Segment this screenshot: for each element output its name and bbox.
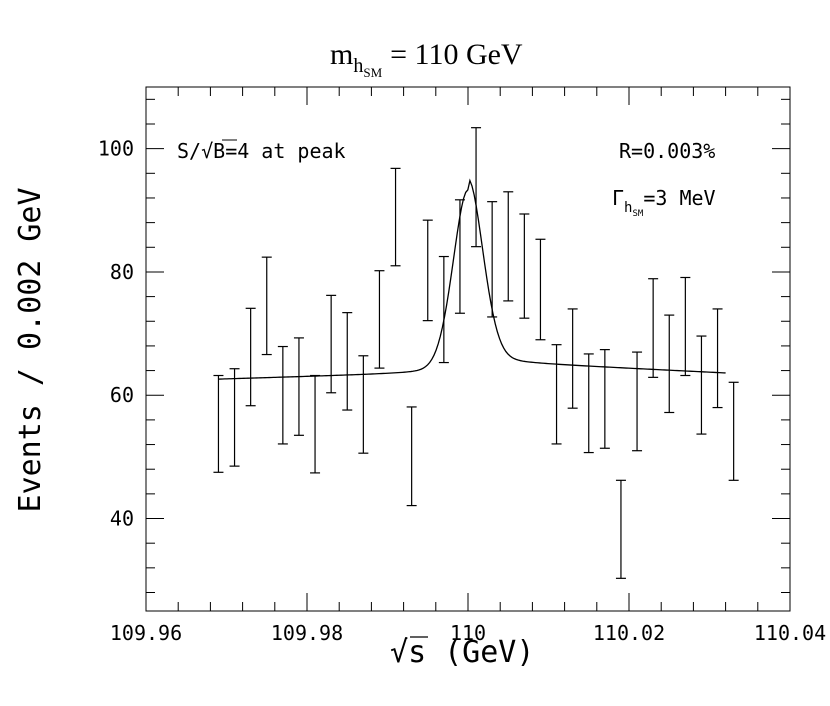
data-point-errorbar: [664, 314, 675, 414]
axis-ticks: [145, 87, 791, 611]
data-point-errorbar: [358, 355, 369, 454]
data-point-errorbar: [438, 255, 449, 364]
plot-frame: [145, 86, 791, 612]
data-point-errorbar: [583, 353, 594, 454]
y-tick-label: 40: [110, 507, 134, 531]
data-point-errorbar: [712, 308, 723, 409]
data-point-errorbar: [326, 294, 337, 394]
x-tick-label: 109.98: [271, 621, 343, 645]
x-axis-label: √s (GeV): [390, 635, 534, 670]
data-point-errorbar: [342, 312, 353, 411]
data-point-errorbar: [293, 337, 304, 436]
data-point-errorbar: [696, 335, 707, 435]
data-point-errorbar: [632, 351, 643, 452]
data-point-errorbar: [680, 276, 691, 377]
data-point-errorbar: [503, 191, 514, 302]
data-point-errorbar: [406, 406, 417, 507]
y-tick-label: 100: [98, 137, 134, 161]
data-point-errorbar: [519, 213, 530, 319]
data-point-errorbar: [487, 201, 498, 318]
data-point-errorbar: [551, 344, 562, 445]
data-point-errorbar: [471, 127, 482, 248]
data-point-errorbar: [310, 374, 321, 474]
data-point-errorbar: [277, 345, 288, 445]
data-point-errorbar: [567, 308, 578, 409]
fit-curve: [218, 178, 726, 380]
data-point-errorbar: [213, 374, 224, 473]
y-axis-label: Events / 0.002 GeV: [13, 187, 48, 512]
data-point-errorbar: [229, 368, 240, 467]
resolution-annotation: R=0.003%: [619, 139, 715, 163]
data-point-errorbar: [390, 167, 401, 267]
width-annotation: ΓhSM=3 MeV: [612, 186, 716, 219]
data-point-errorbar: [615, 479, 626, 579]
x-tick-label: 109.96: [110, 621, 182, 645]
data-point-errorbar: [261, 256, 272, 356]
significance-annotation: S/√B=4 at peak: [177, 139, 346, 163]
data-point-errorbar: [535, 238, 546, 341]
data-point-errorbar: [648, 278, 659, 378]
chart-title: mhSM= 110 GeV: [330, 38, 523, 80]
y-tick-label: 60: [110, 383, 134, 407]
data-point-errorbar: [422, 219, 433, 322]
data-point-errorbar: [599, 349, 610, 449]
data-point-errorbar: [728, 381, 739, 481]
x-tick-label: 110.02: [593, 621, 665, 645]
data-series: [213, 127, 739, 579]
data-point-errorbar: [245, 307, 256, 407]
y-tick-label: 80: [110, 260, 134, 284]
axis-tick-labels: 109.96 109.98 110 110.02 110.04 40 60 80 100: [98, 137, 826, 645]
x-tick-label: 110.04: [754, 621, 826, 645]
data-point-errorbar: [374, 270, 385, 369]
x-tick-label: 110: [450, 621, 486, 645]
